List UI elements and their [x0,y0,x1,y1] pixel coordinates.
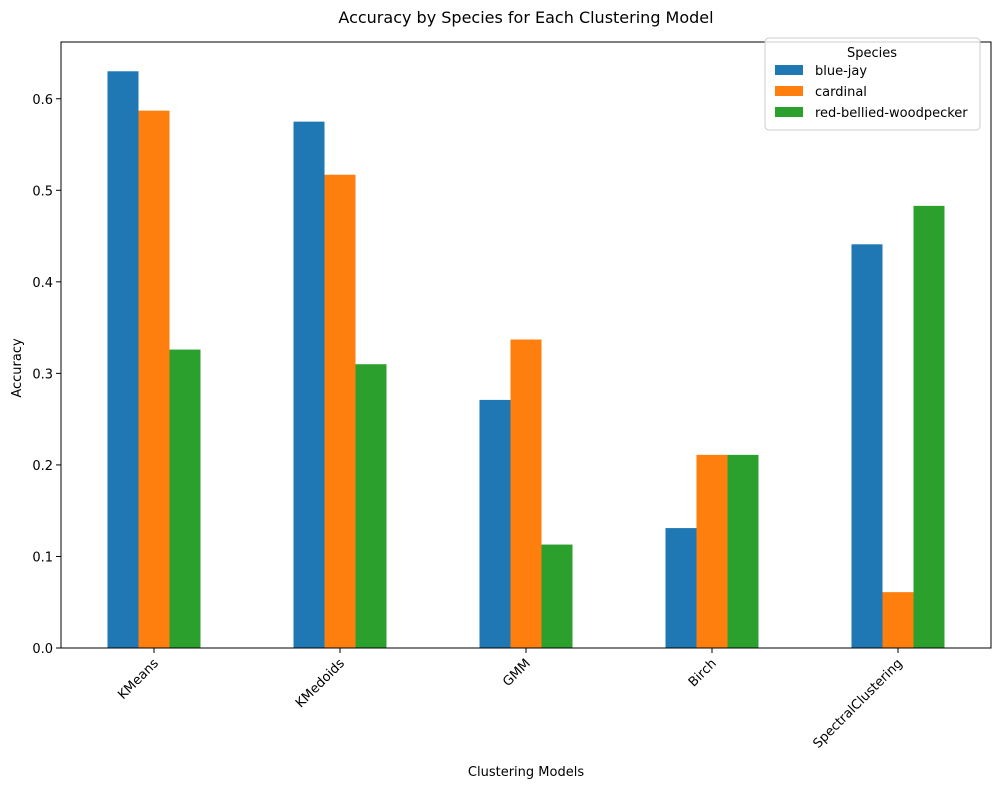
axes-frame [60,41,992,649]
legend-title: Species [847,46,897,61]
bar-blue-jay-KMeans [107,71,139,649]
legend-box [764,37,981,131]
y-tick-label: 0.5 [32,184,53,199]
bar-blue-jay-GMM [479,399,511,648]
y-tick-label: 0.6 [32,93,53,108]
legend-label-cardinal: cardinal [815,85,867,100]
legend-swatch-blue-jay [775,65,803,75]
bar-blue-jay-KMedoids [293,121,325,648]
legend-swatch-cardinal [775,86,803,96]
y-tick-label: 0.2 [32,459,53,474]
bar-blue-jay-Birch [665,528,697,648]
legend-items: blue-jay cardinal red-bellied-woodpecker [775,64,968,121]
y-tick-label: 0.0 [32,642,53,657]
chart-title: Accuracy by Species for Each Clustering … [338,8,713,27]
legend-swatch-red-bellied-woodpecker [775,107,803,117]
x-axis-label: Clustering Models [468,765,584,780]
legend-label-red-bellied-woodpecker: red-bellied-woodpecker [815,106,968,121]
bar-red-bellied-woodpecker-KMedoids [355,364,387,648]
legend-label-blue-jay: blue-jay [815,64,867,79]
y-tick-label: 0.3 [32,367,53,382]
bar-red-bellied-woodpecker-SpectralClustering [913,205,945,649]
bar-red-bellied-woodpecker-Birch [727,454,759,648]
legend: Species blue-jay cardinal red-bellied-wood… [764,37,981,131]
bar-red-bellied-woodpecker-KMeans [169,349,201,648]
bar-cardinal-Birch [696,454,728,648]
bar-cardinal-GMM [510,339,542,648]
bar-cardinal-KMeans [138,110,170,648]
y-tick-label: 0.4 [32,276,53,291]
bar-cardinal-SpectralClustering [882,592,914,648]
bar-cardinal-KMedoids [324,174,356,649]
y-axis-label: Accuracy [10,338,25,398]
bar-red-bellied-woodpecker-GMM [541,544,573,648]
y-tick-label: 0.1 [32,550,53,565]
bar-blue-jay-SpectralClustering [851,244,883,648]
